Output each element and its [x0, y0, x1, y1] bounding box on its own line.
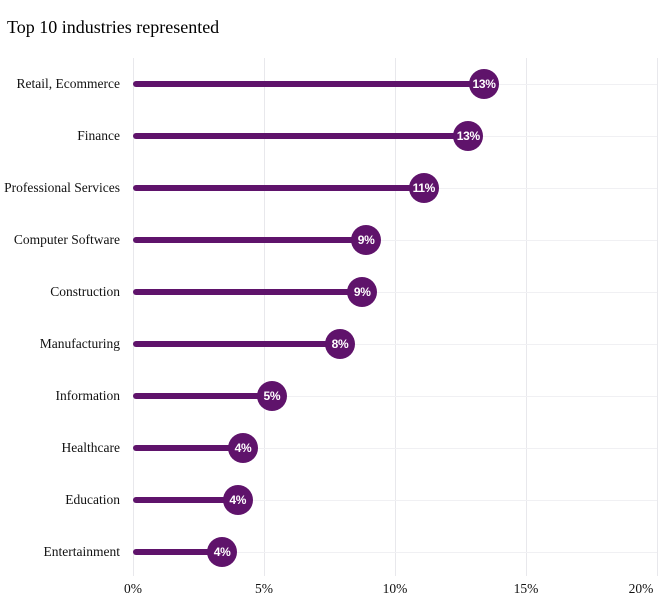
- lollipop-stem: [133, 237, 367, 243]
- lollipop-stem: [133, 185, 424, 191]
- lollipop-stem: [133, 133, 469, 139]
- plot-area: 13% 13% 11% 9% 9% 8% 5% 4% 4% 4%: [132, 58, 658, 576]
- lollipop-dot: 8%: [324, 329, 355, 359]
- y-gridline: [133, 239, 657, 241]
- category-label: Healthcare: [61, 440, 120, 455]
- y-gridline: [133, 499, 657, 501]
- y-gridline: [133, 551, 657, 553]
- category-label: Entertainment: [43, 544, 120, 559]
- value-label: 4%: [213, 545, 231, 559]
- lollipop-dot: 4%: [228, 433, 259, 463]
- value-label: 8%: [331, 337, 349, 351]
- y-gridline: [133, 447, 657, 449]
- y-gridline: [133, 395, 657, 397]
- lollipop-stem: [133, 497, 238, 503]
- category-label: Construction: [50, 284, 120, 299]
- value-label: 4%: [234, 441, 252, 455]
- lollipop-dot: 4%: [222, 485, 253, 515]
- x-tick-label: 0%: [124, 581, 142, 596]
- lollipop-stem: [133, 81, 485, 87]
- category-label: Information: [55, 388, 120, 403]
- x-gridline: [263, 58, 265, 576]
- x-gridline: [394, 58, 396, 576]
- lollipop-dot: 13%: [453, 121, 484, 151]
- category-label: Manufacturing: [39, 336, 120, 351]
- lollipop-stem: [133, 341, 340, 347]
- category-label: Professional Services: [4, 180, 120, 195]
- chart-title: Top 10 industries represented: [7, 17, 220, 38]
- lollipop-dot: 9%: [351, 225, 382, 255]
- category-label: Education: [65, 492, 120, 507]
- value-label: 9%: [357, 233, 375, 247]
- x-tick-label: 20%: [628, 581, 654, 596]
- value-label: 13%: [456, 129, 480, 143]
- lollipop-stem: [133, 445, 244, 451]
- value-label: 9%: [353, 285, 371, 299]
- category-label: Finance: [77, 128, 120, 143]
- x-gridline: [132, 58, 134, 576]
- value-label: 11%: [412, 181, 436, 195]
- category-label: Retail, Ecommerce: [16, 76, 120, 91]
- lollipop-dot: 13%: [469, 69, 500, 99]
- value-label: 4%: [229, 493, 247, 507]
- value-label: 5%: [263, 389, 281, 403]
- lollipop-dot: 4%: [207, 537, 238, 567]
- x-tick-label: 10%: [382, 581, 408, 596]
- lollipop-stem: [133, 393, 272, 399]
- x-gridline: [656, 58, 658, 576]
- lollipop-dot: 11%: [408, 173, 439, 203]
- value-label: 13%: [472, 77, 496, 91]
- x-gridline: [525, 58, 527, 576]
- x-tick-label: 5%: [255, 581, 273, 596]
- lollipop-stem: [133, 289, 363, 295]
- lollipop-dot: 9%: [347, 277, 378, 307]
- y-gridline: [133, 291, 657, 293]
- lollipop-stem: [133, 549, 223, 555]
- category-label: Computer Software: [13, 232, 120, 247]
- x-tick-label: 15%: [513, 581, 539, 596]
- y-gridline: [133, 343, 657, 345]
- lollipop-dot: 5%: [256, 381, 287, 411]
